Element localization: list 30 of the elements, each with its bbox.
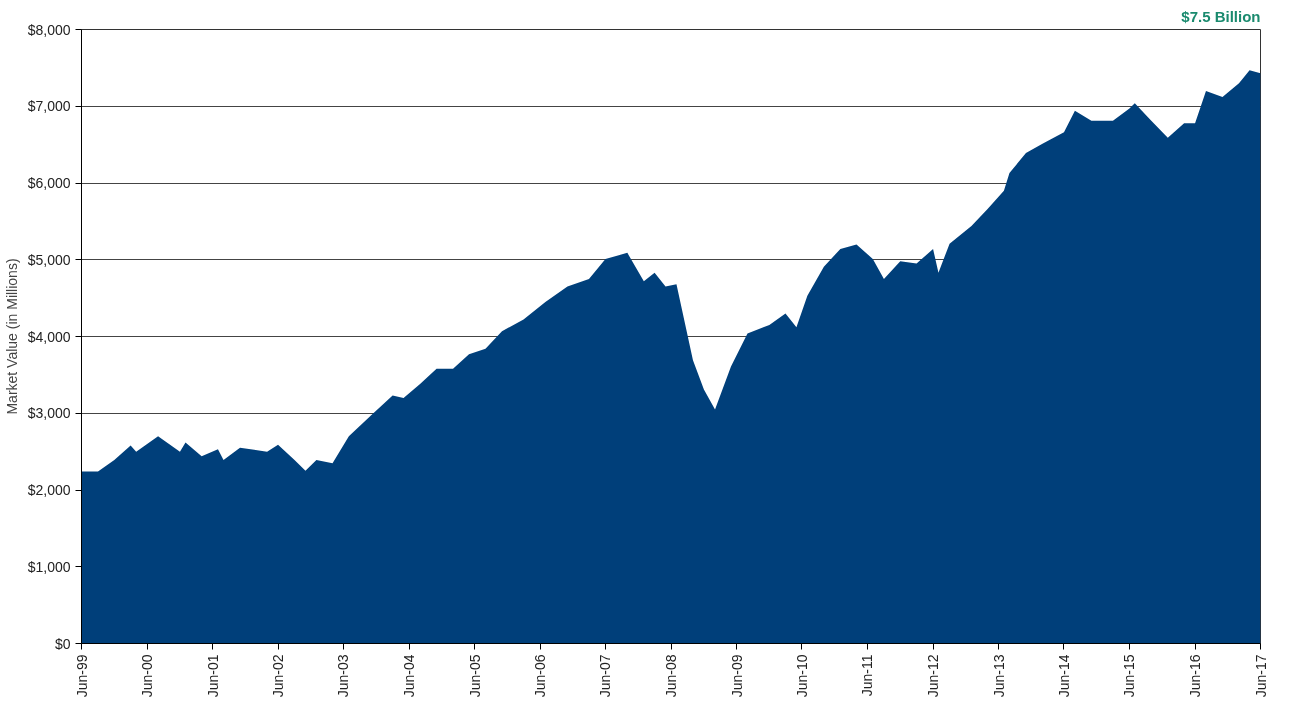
- x-tick-label: Jun-99: [73, 654, 90, 698]
- y-tick-label: $4,000: [27, 328, 71, 345]
- x-tick-label: Jun-09: [728, 654, 745, 698]
- x-tick-label: Jun-07: [597, 654, 614, 698]
- x-tick-label: Jun-14: [1055, 654, 1072, 698]
- x-tick-label: Jun-16: [1187, 654, 1204, 698]
- x-tick-label: Jun-12: [925, 654, 942, 698]
- x-tick-label: Jun-13: [990, 654, 1007, 698]
- y-tick-label: $3,000: [27, 405, 71, 422]
- y-tick-label: $6,000: [27, 175, 71, 191]
- y-tick-label: $8,000: [27, 21, 71, 38]
- x-tick-label: Jun-05: [466, 654, 483, 698]
- x-tick-label: Jun-00: [139, 654, 156, 698]
- x-tick-label: Jun-15: [1121, 654, 1138, 698]
- x-tick-label: Jun-01: [204, 654, 221, 698]
- y-tick-label: $0: [54, 635, 71, 652]
- x-tick-label: Jun-02: [270, 654, 287, 698]
- x-tick-label: Jun-04: [401, 654, 418, 698]
- x-tick-label: Jun-08: [663, 654, 680, 698]
- y-tick-label: $5,000: [27, 251, 71, 268]
- x-tick-label: Jun-10: [793, 654, 810, 698]
- y-tick-label: $7,000: [27, 98, 71, 115]
- x-tick-label: Jun-03: [335, 654, 352, 698]
- x-tick-label: Jun-11: [859, 654, 876, 697]
- x-tick-label: Jun-17: [1252, 654, 1269, 698]
- y-tick-label: $1,000: [27, 558, 71, 575]
- y-axis-title: Market Value (in Millions): [3, 258, 20, 415]
- x-tick-label: Jun-06: [532, 654, 549, 698]
- text: $7.5 Billion: [1181, 7, 1261, 25]
- y-tick-label: $2,000: [27, 482, 71, 498]
